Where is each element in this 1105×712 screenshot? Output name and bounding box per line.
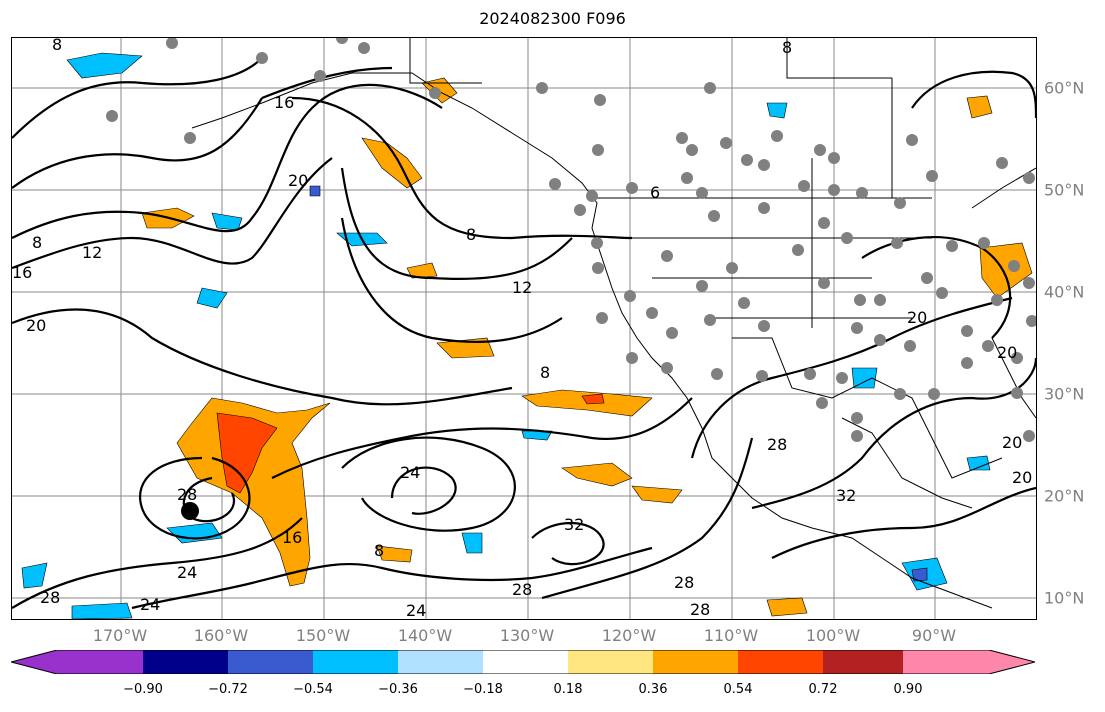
map-title: 2024082300 F096 [479,9,626,28]
blue-patch [71,602,133,619]
lat-label: 50°N [1044,180,1085,200]
blue-patch [851,367,878,389]
contour-label: 20 [26,316,46,335]
contour-label: 8 [32,233,42,252]
colorbar-segment [823,650,908,674]
contour-label: 8 [374,541,384,560]
orange-patch [436,337,495,359]
contour-label: 12 [82,243,102,262]
contours [12,57,1036,610]
contour-label: 8 [782,38,792,57]
contour-label: 24 [406,601,426,619]
contour-label: 20 [1002,433,1022,452]
lat-label: 40°N [1044,282,1085,302]
blue-patch [966,455,991,471]
colorbar-tick-label: −0.54 [293,682,333,697]
violet-patch [309,185,321,197]
blue-patch [461,532,483,554]
lat-label: 30°N [1044,384,1085,404]
colorbar-segment [143,650,228,674]
contour-label: 8 [466,225,476,244]
contour-label: 8 [540,363,550,382]
colorbar-tick-label: 0.90 [893,682,923,697]
contour-labels: 8 16 12 16 20 20 8 12 8 6 8 24 20 28 24 … [12,38,1032,619]
lat-label: 10°N [1044,588,1085,608]
graticule [12,38,1036,619]
orange-patch [561,462,633,487]
lon-label: 100°W [805,626,861,645]
colorbar-tick-label: −0.72 [208,682,248,697]
orange-patch [406,262,438,279]
colorbar-segment [738,650,823,674]
contour-label: 28 [767,435,787,454]
red-patch [581,393,605,405]
contour-label: 16 [12,263,32,282]
blue-patch [196,287,228,309]
storm-center-marker [181,502,199,520]
violet-patch [911,567,928,582]
colorbar-tick-label: −0.18 [463,682,503,697]
colorbar-segment [653,650,738,674]
orange-patch [376,545,413,563]
contour-label: 32 [564,515,584,534]
lon-label: 120°W [601,626,657,645]
contour-label: 28 [512,580,532,599]
orange-patch [966,95,993,119]
orange-patch [766,597,808,617]
coastlines [191,38,1036,609]
colorbar-segment [483,650,568,674]
blue-patch [166,522,223,544]
contour-label: 28 [690,600,710,619]
lon-label: 160°W [193,626,249,645]
lon-label: 150°W [295,626,351,645]
map-panel[interactable]: 8 16 12 16 20 20 8 12 8 6 8 24 20 28 24 … [11,37,1037,620]
map-canvas: 8 16 12 16 20 20 8 12 8 6 8 24 20 28 24 … [12,38,1036,619]
lat-label: 60°N [1044,78,1085,98]
orange-patch [631,485,683,504]
contour-label: 20 [1012,468,1032,487]
contour-label: 8 [52,38,62,54]
blue-patch [21,562,48,589]
contour-label: 28 [674,573,694,592]
contour-label: 6 [650,183,660,202]
contour-label: 24 [177,563,197,582]
lon-label: 90°W [911,626,957,645]
colorbar-segment [398,650,483,674]
colorbar-tick-label: 0.36 [638,682,668,697]
colorbar-tick-label: −0.90 [123,682,163,697]
colorbar-tick-label: 0.18 [553,682,583,697]
colorbar [11,650,1035,674]
contour-label: 16 [274,93,294,112]
colorbar-tick-label: −0.36 [378,682,418,697]
blue-patch [766,102,788,119]
contour-label: 28 [40,588,60,607]
contour-label: 20 [288,171,308,190]
orange-patch [361,137,423,189]
lat-label: 20°N [1044,486,1085,506]
contour-label: 16 [282,528,302,547]
colorbar-tick-label: 0.72 [808,682,838,697]
contour-label: 24 [140,595,160,614]
lon-label: 130°W [499,626,555,645]
colorbar-tick-label: 0.54 [723,682,753,697]
colorbar-segment [228,650,313,674]
lon-label: 110°W [703,626,759,645]
colorbar-segment [568,650,653,674]
lon-label: 140°W [397,626,453,645]
colorbar-segment [11,650,143,674]
contour-label: 24 [400,463,420,482]
contour-label: 28 [177,485,197,504]
colorbar-segment [313,650,398,674]
contour-label: 32 [836,486,856,505]
blue-patch [211,212,243,231]
colorbar-segment [903,650,1035,674]
contour-label: 20 [907,308,927,327]
contour-label: 12 [512,278,532,297]
lon-label: 170°W [92,626,148,645]
blue-patch [66,52,143,79]
orange-patch [176,397,331,587]
red-patch [216,412,278,494]
contour-label: 20 [997,343,1017,362]
station-dots [106,38,1036,442]
